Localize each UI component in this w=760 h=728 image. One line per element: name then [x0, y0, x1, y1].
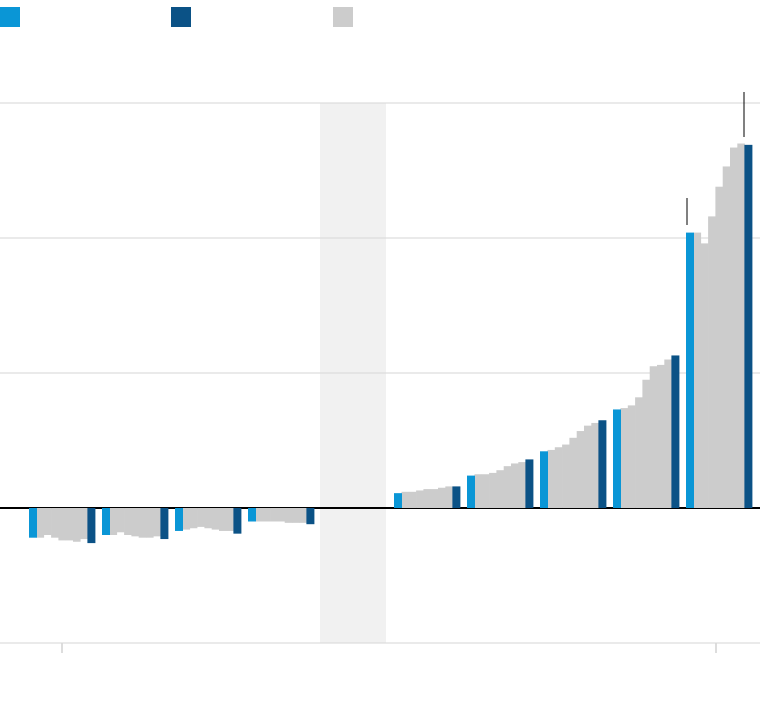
bar: [153, 508, 161, 537]
bar: [481, 474, 490, 508]
bar: [29, 508, 37, 538]
bar: [80, 508, 88, 540]
bar: [102, 508, 110, 535]
bar: [562, 444, 570, 508]
bar: [635, 397, 643, 508]
bar: [693, 232, 702, 508]
bar: [430, 489, 439, 508]
bar: [496, 470, 504, 508]
bar: [518, 462, 526, 508]
bar: [730, 147, 738, 509]
bar: [197, 508, 205, 527]
bar: [708, 216, 716, 508]
bar: [43, 508, 52, 535]
bar: [511, 463, 519, 508]
bar: [540, 451, 548, 508]
bar: [474, 474, 483, 508]
bar: [160, 508, 169, 540]
bar: [270, 508, 278, 522]
bar: [722, 166, 731, 508]
bar: [613, 409, 621, 508]
legend-swatch: [171, 7, 191, 27]
bar: [489, 472, 497, 508]
bar: [262, 508, 271, 522]
bar: [620, 408, 629, 508]
bar: [284, 508, 293, 523]
bar: [146, 508, 154, 538]
bar: [109, 508, 118, 535]
bar: [65, 508, 74, 541]
bar: [408, 491, 417, 508]
bar: [131, 508, 139, 537]
bar: [292, 508, 300, 523]
bar: [73, 508, 81, 542]
bar: [189, 508, 198, 529]
bar: [124, 508, 132, 535]
bar: [700, 243, 709, 508]
bar: [744, 144, 753, 508]
bar: [226, 508, 234, 531]
bar: [211, 508, 220, 530]
bar: [452, 486, 461, 508]
bar: [423, 489, 431, 508]
bar: [219, 508, 227, 531]
bar: [394, 493, 402, 508]
bar: [277, 508, 285, 522]
bar: [525, 459, 534, 508]
bar: [401, 491, 410, 508]
legend-swatch: [333, 7, 353, 27]
bar: [182, 508, 191, 530]
bar: [715, 186, 723, 508]
bar: [657, 364, 665, 508]
bar: [584, 425, 592, 508]
bar: [51, 508, 59, 538]
bar: [255, 508, 264, 522]
bar: [175, 508, 183, 531]
bar: [416, 490, 424, 508]
bar: [248, 508, 256, 522]
bar: [671, 355, 680, 508]
bar: [649, 366, 658, 508]
bar: [737, 143, 745, 508]
bar: [138, 508, 147, 538]
bar: [554, 447, 563, 508]
bar: [686, 232, 694, 508]
bar: [642, 379, 650, 508]
bar: [591, 422, 599, 508]
bar: [87, 508, 96, 544]
bar: [576, 431, 585, 508]
bar: [58, 508, 66, 541]
bar: [503, 466, 512, 508]
bar: [233, 508, 242, 534]
bar: [438, 487, 446, 508]
bar: [547, 449, 556, 508]
bar: [36, 508, 45, 538]
bar: [569, 437, 577, 508]
bar: [598, 420, 607, 508]
bar: [299, 508, 307, 523]
bar: [445, 486, 453, 508]
bar: [664, 359, 672, 508]
bar: [627, 405, 636, 508]
bar: [467, 475, 475, 508]
legend-swatch: [0, 7, 20, 27]
bar: [306, 508, 315, 525]
bar: [204, 508, 212, 529]
bar: [116, 508, 125, 533]
